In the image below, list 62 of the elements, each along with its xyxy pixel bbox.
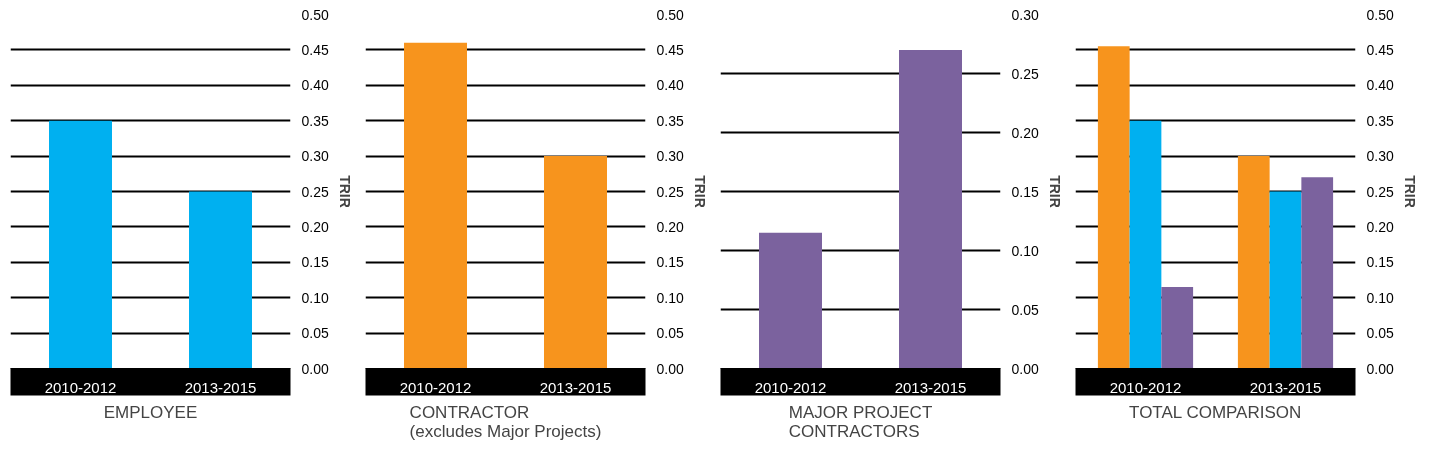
y-tick-label: 0.05 xyxy=(656,325,684,342)
y-axis-title: TRIR xyxy=(691,175,708,208)
y-tick-label: 0.15 xyxy=(1011,183,1039,200)
y-tick-label: 0.00 xyxy=(656,360,684,377)
y-tick-label: 0.25 xyxy=(301,183,329,200)
text: CONTRACTOR (excludes Major Projects) xyxy=(409,402,602,441)
text: EMPLOYEE xyxy=(103,402,198,422)
y-tick-label: 0.00 xyxy=(1366,360,1394,377)
bar xyxy=(1237,156,1270,369)
text: TOTAL COMPARISON xyxy=(1129,402,1302,422)
y-tick-label: 0.10 xyxy=(301,289,329,306)
y-tick-label: 0.25 xyxy=(1366,183,1394,200)
bar xyxy=(1301,177,1334,369)
x-tick-label: 2010-2012 xyxy=(399,378,472,396)
bar xyxy=(1269,191,1302,369)
y-axis-title: TRIR xyxy=(1046,175,1063,208)
y-tick-label: 0.25 xyxy=(1011,65,1039,82)
y-tick-label: 0.35 xyxy=(301,112,329,129)
y-tick-label: 0.40 xyxy=(656,77,684,94)
x-tick-label: 2013-2015 xyxy=(539,378,612,396)
bar xyxy=(1161,287,1194,369)
x-tick-label: 2013-2015 xyxy=(1249,378,1322,396)
y-tick-label: 0.30 xyxy=(656,148,684,165)
y-tick-label: 0.30 xyxy=(1366,148,1394,165)
y-tick-label: 0.30 xyxy=(1011,6,1039,23)
y-tick-label: 0.50 xyxy=(656,6,684,23)
y-tick-label: 0.10 xyxy=(1366,289,1394,306)
text: MAJOR PROJECT CONTRACTORS xyxy=(788,402,933,441)
y-tick-label: 0.40 xyxy=(1366,77,1394,94)
y-tick-label: 0.30 xyxy=(301,148,329,165)
y-axis-title: TRIR xyxy=(1401,175,1418,208)
x-tick-label: 2010-2012 xyxy=(1109,378,1182,396)
y-tick-label: 0.10 xyxy=(656,289,684,306)
bar xyxy=(1097,46,1130,369)
y-tick-label: 0.35 xyxy=(1366,112,1394,129)
x-tick-label: 2013-2015 xyxy=(894,378,967,396)
y-tick-label: 0.05 xyxy=(1011,301,1039,318)
y-tick-label: 0.15 xyxy=(656,254,684,271)
y-tick-label: 0.05 xyxy=(1366,325,1394,342)
y-tick-label: 0.20 xyxy=(1366,218,1394,235)
y-tick-label: 0.50 xyxy=(301,6,329,23)
y-tick-label: 0.20 xyxy=(1011,124,1039,141)
y-tick-label: 0.10 xyxy=(1011,242,1039,259)
y-tick-label: 0.50 xyxy=(1366,6,1394,23)
y-tick-label: 0.35 xyxy=(656,112,684,129)
y-tick-label: 0.15 xyxy=(301,254,329,271)
y-tick-label: 0.45 xyxy=(1366,41,1394,58)
y-axis-title: TRIR xyxy=(336,175,353,208)
y-tick-label: 0.15 xyxy=(1366,254,1394,271)
x-tick-label: 2013-2015 xyxy=(184,378,257,396)
x-tick-label: 2010-2012 xyxy=(754,378,827,396)
bar xyxy=(1129,120,1162,369)
y-tick-label: 0.00 xyxy=(301,360,329,377)
y-tick-label: 0.45 xyxy=(656,41,684,58)
y-tick-label: 0.05 xyxy=(301,325,329,342)
y-tick-label: 0.40 xyxy=(301,77,329,94)
y-tick-label: 0.20 xyxy=(656,218,684,235)
x-tick-label: 2010-2012 xyxy=(44,378,117,396)
y-tick-label: 0.25 xyxy=(656,183,684,200)
y-tick-label: 0.20 xyxy=(301,218,329,235)
y-tick-label: 0.45 xyxy=(301,41,329,58)
y-tick-label: 0.00 xyxy=(1011,360,1039,377)
